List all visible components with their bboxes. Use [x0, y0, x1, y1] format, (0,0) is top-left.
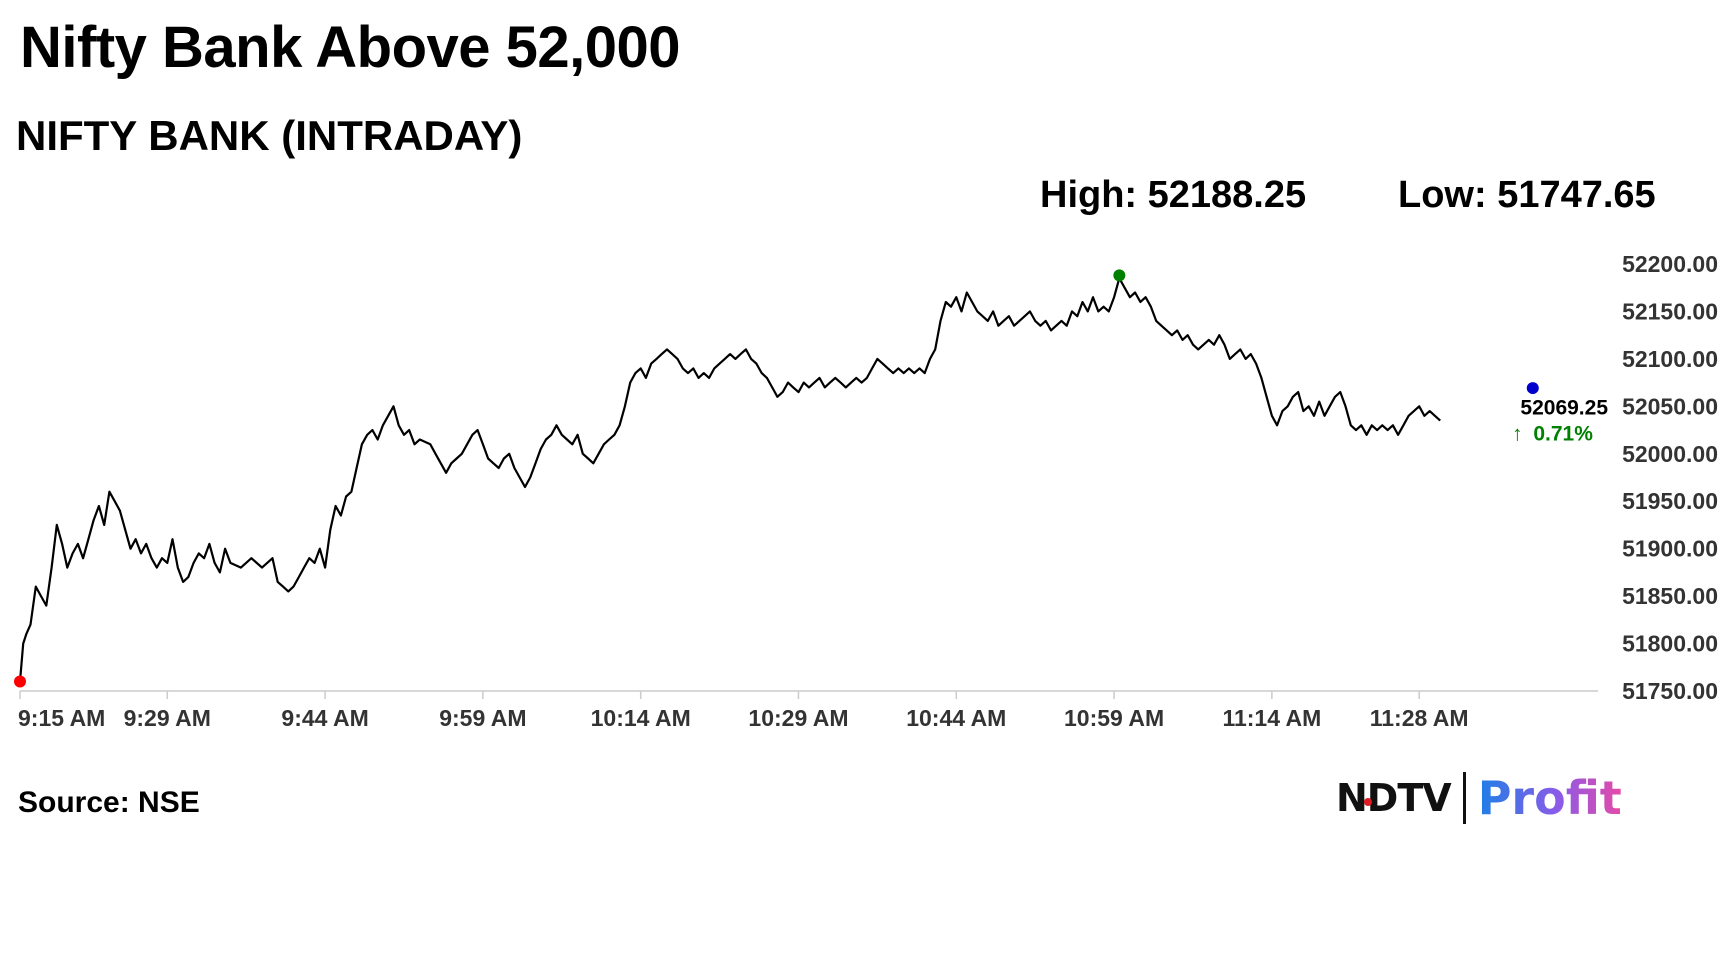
- x-axis: 9:15 AM 9:29 AM 9:44 AM 9:59 AM 10:14 AM 10:2…: [18, 691, 1469, 730]
- up-arrow-icon: ↑: [1512, 422, 1523, 445]
- x-tick-label: 11:14 AM: [1222, 705, 1321, 730]
- x-tick-label: 9:15 AM: [18, 705, 105, 730]
- ndtv-profit-logo: NDTV Profit: [1336, 770, 1622, 826]
- x-tick-label: 9:29 AM: [124, 705, 211, 730]
- chart-title: NIFTY BANK (INTRADAY): [16, 112, 523, 159]
- low-marker: [14, 675, 26, 688]
- y-tick-label: 51850.00: [1622, 583, 1718, 609]
- y-tick-label: 52000.00: [1622, 441, 1718, 467]
- y-tick-label: 52050.00: [1622, 393, 1718, 419]
- x-tick-label: 9:59 AM: [439, 705, 526, 730]
- markers: [14, 269, 1539, 688]
- logo-profit: Profit: [1477, 771, 1622, 825]
- last-value-label: 52069.25: [1520, 396, 1608, 419]
- y-tick-label: 52100.00: [1622, 346, 1718, 372]
- y-tick-label: 52150.00: [1622, 298, 1718, 324]
- change-label: ↑ 0.71%: [1512, 422, 1593, 445]
- high-marker: [1113, 269, 1126, 282]
- logo-separator: [1462, 772, 1466, 824]
- x-tick-label: 10:29 AM: [748, 705, 848, 730]
- y-axis: 52200.00 52150.00 52100.00 52050.00 52000.00…: [1622, 251, 1718, 704]
- logo-ndtv: NDTV: [1336, 776, 1452, 820]
- x-tick-label: 11:28 AM: [1370, 705, 1469, 730]
- last-marker: [1526, 382, 1539, 395]
- y-tick-label: 52200.00: [1622, 251, 1718, 277]
- high-label: High: 52188.25: [1040, 174, 1307, 216]
- y-tick-label: 51950.00: [1622, 488, 1718, 514]
- x-tick-label: 10:44 AM: [906, 705, 1006, 730]
- x-tick-label: 10:14 AM: [591, 705, 691, 730]
- logo-dot-icon: [1364, 798, 1372, 806]
- y-tick-label: 51750.00: [1622, 678, 1718, 704]
- intraday-line-chart: 52200.00 52150.00 52100.00 52050.00 52000.00…: [14, 251, 1718, 730]
- series-line: [18, 277, 1441, 682]
- x-tick-label: 9:44 AM: [281, 705, 368, 730]
- low-label: Low: 51747.65: [1398, 174, 1656, 216]
- source-label: Source: NSE: [18, 786, 200, 819]
- headline: Nifty Bank Above 52,000: [20, 15, 681, 80]
- change-percent: 0.71%: [1533, 422, 1593, 445]
- y-tick-label: 51900.00: [1622, 536, 1718, 562]
- y-tick-label: 51800.00: [1622, 631, 1718, 657]
- x-tick-label: 10:59 AM: [1064, 705, 1164, 730]
